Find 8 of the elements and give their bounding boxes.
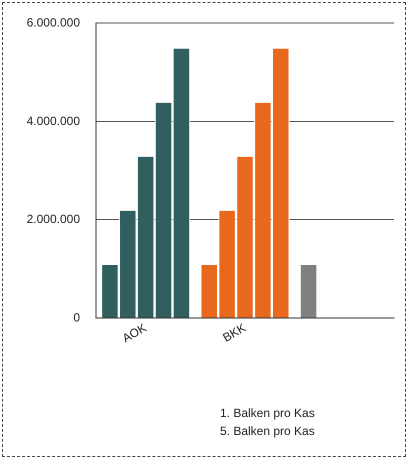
y-tick-label: 0: [73, 310, 80, 324]
text: 1. Balken pro Kas: [220, 405, 315, 422]
text: 5. Balken pro Kas: [220, 423, 315, 440]
y-tick-label: 2.000.000: [26, 212, 80, 226]
y-tick-label: 4.000.000: [26, 114, 80, 128]
x-tick-label: BKK: [220, 320, 248, 345]
y-tick-label: 6.000.000: [26, 16, 80, 30]
x-tick-label: AOK: [120, 320, 149, 346]
